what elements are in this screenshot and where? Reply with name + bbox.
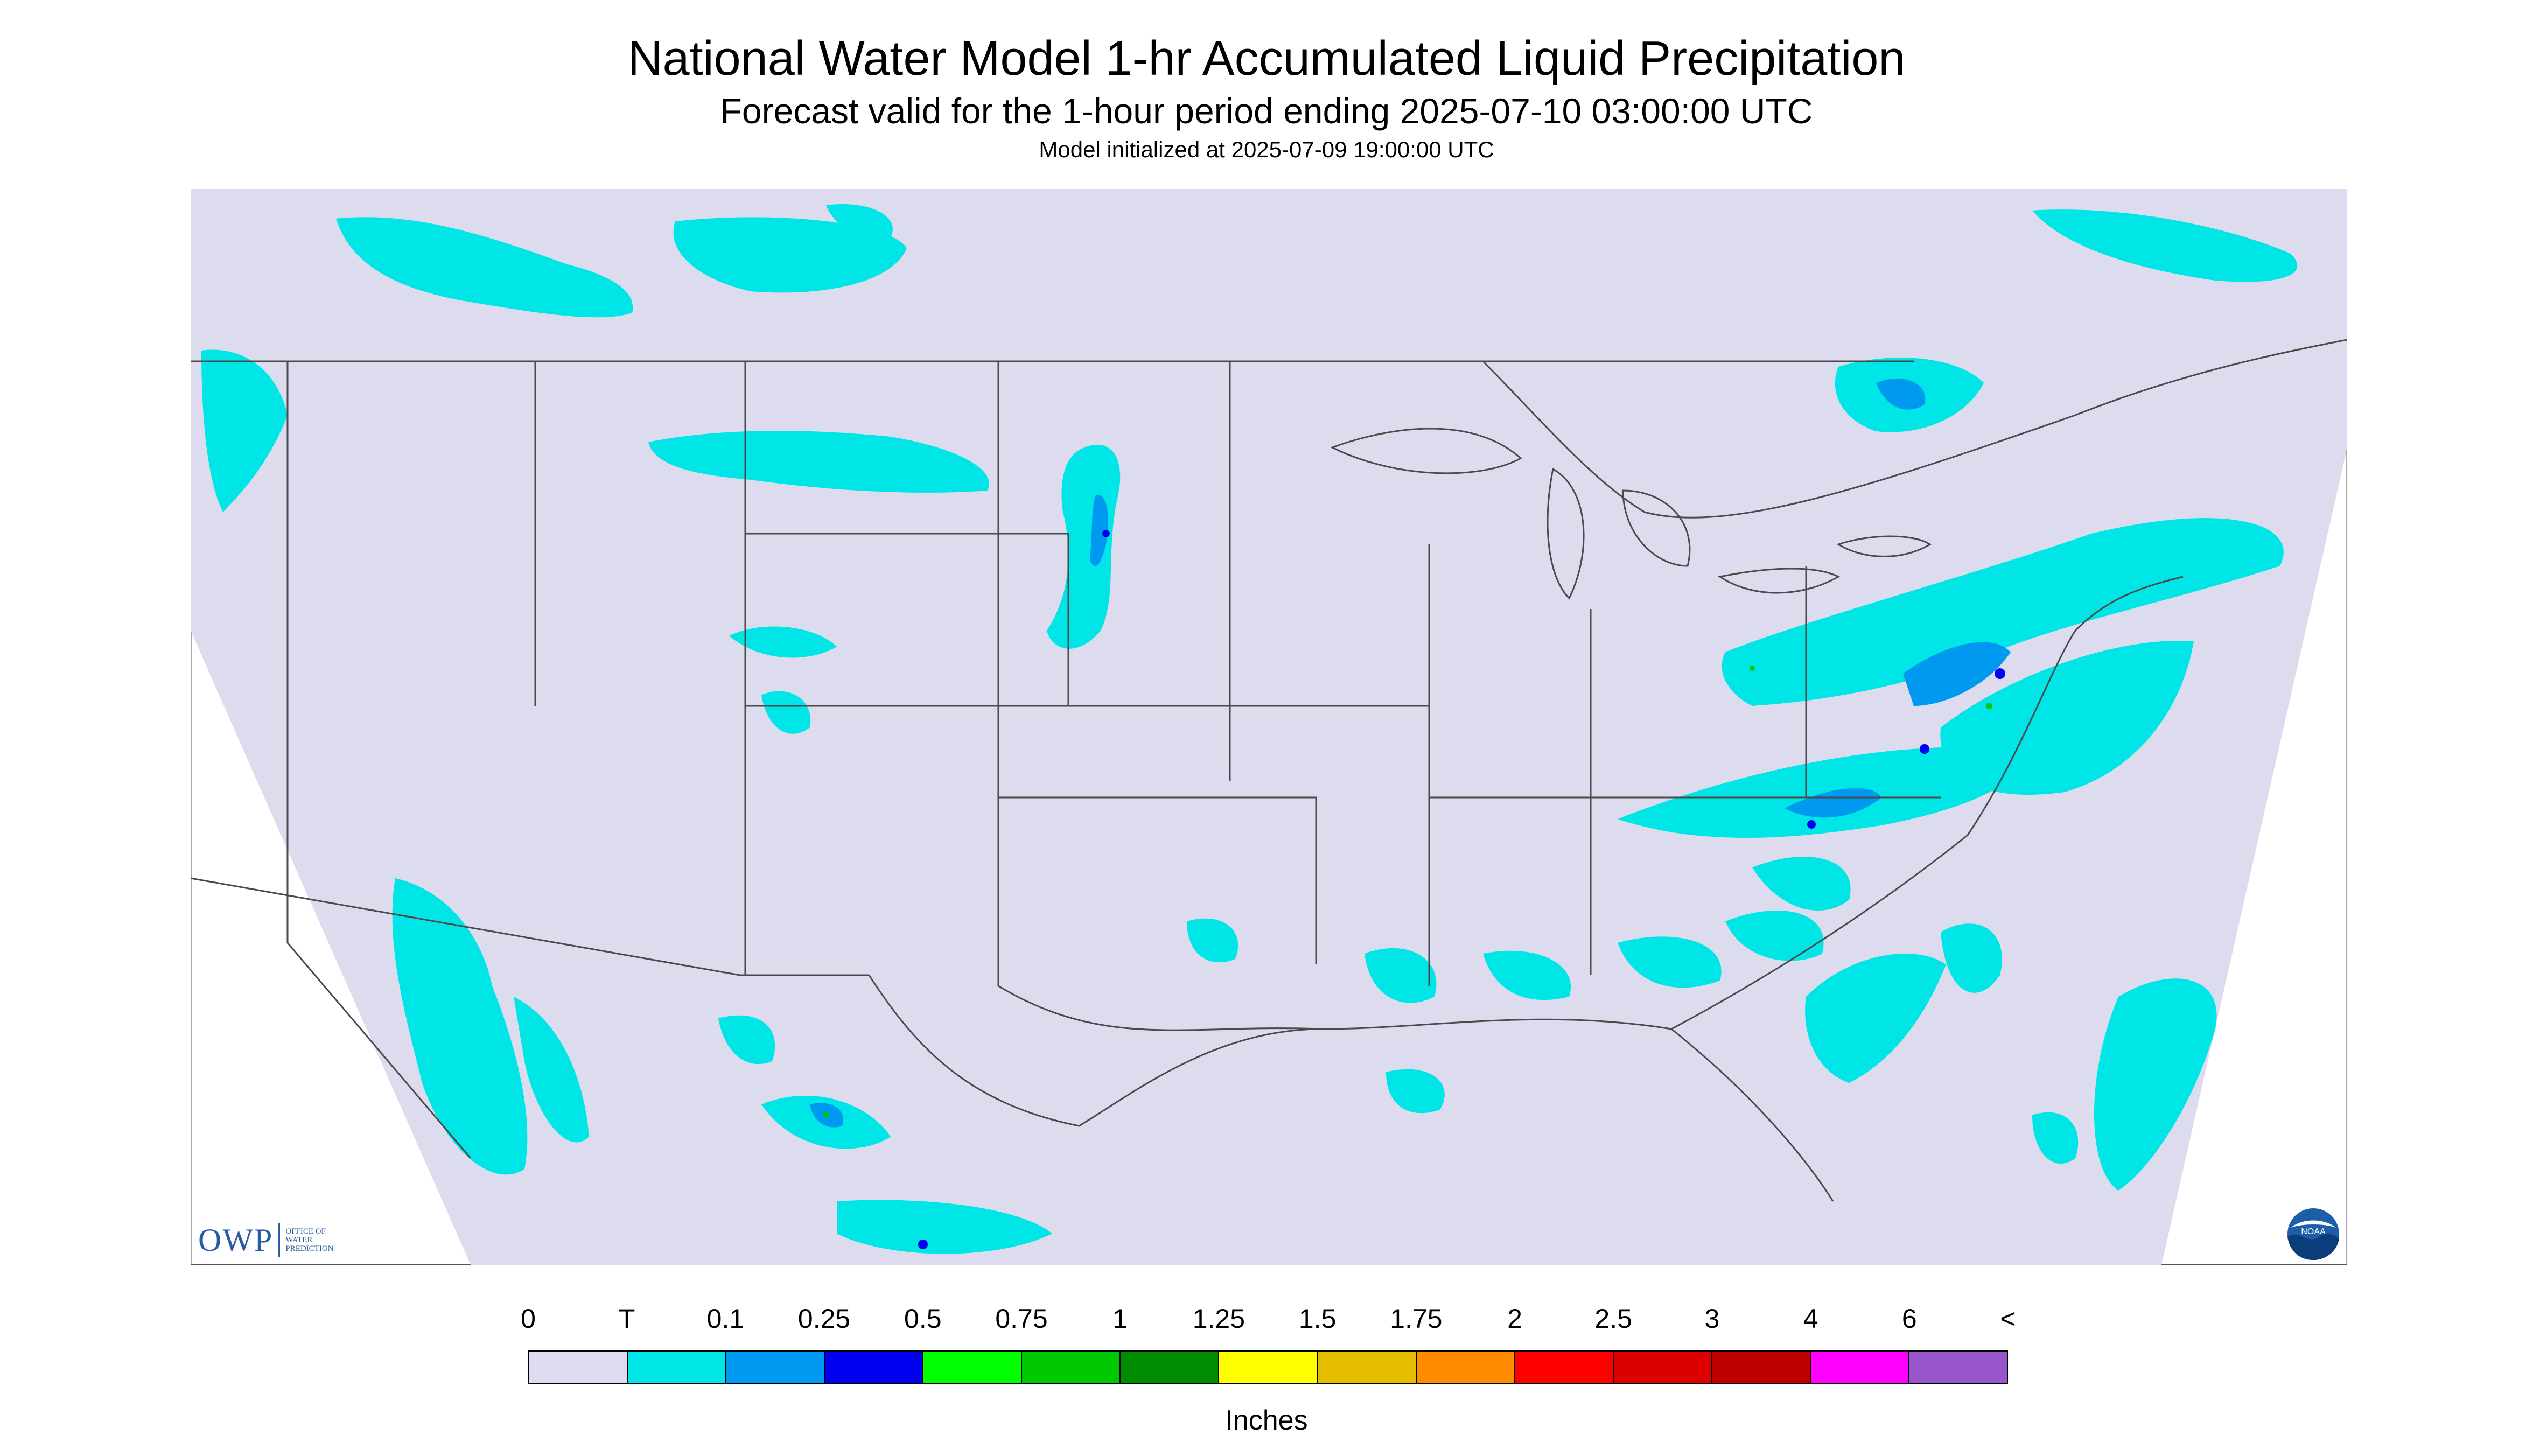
precipitation-map bbox=[191, 189, 2347, 1265]
colorbar-swatch bbox=[1121, 1352, 1220, 1383]
colorbar-tick-label: < bbox=[2000, 1304, 2016, 1334]
colorbar-swatch bbox=[628, 1352, 727, 1383]
owp-logo: OWP OFFICE OF WATER PREDICTION bbox=[198, 1221, 334, 1259]
colorbar bbox=[528, 1350, 2008, 1384]
colorbar-tick-label: 0.25 bbox=[797, 1304, 851, 1334]
boundary-lines bbox=[191, 339, 2347, 1202]
noaa-logo-icon: NOAA bbox=[2287, 1208, 2339, 1260]
precip-intense-cells bbox=[823, 666, 1992, 1118]
colorbar-tick-label: 6 bbox=[1901, 1304, 1917, 1334]
colorbar-swatch bbox=[726, 1352, 825, 1383]
map-subtitle: Forecast valid for the 1-hour period end… bbox=[720, 91, 1813, 131]
colorbar-tick-label: T bbox=[618, 1304, 635, 1334]
noaa-logo-text: NOAA bbox=[2301, 1227, 2326, 1236]
colorbar-tick-label: 0.5 bbox=[904, 1304, 942, 1334]
owp-logo-divider bbox=[278, 1223, 281, 1257]
colorbar-swatch bbox=[1613, 1352, 1712, 1383]
owp-logo-mark: OWP bbox=[198, 1222, 274, 1258]
colorbar-tick-label: 0 bbox=[521, 1304, 536, 1334]
precip-trace-areas bbox=[201, 204, 2298, 1254]
owp-line-3: PREDICTION bbox=[285, 1244, 334, 1253]
owp-line-1: OFFICE OF bbox=[285, 1227, 326, 1236]
model-init-line: Model initialized at 2025-07-09 19:00:00… bbox=[1039, 137, 1494, 162]
colorbar-swatch bbox=[1810, 1352, 1909, 1383]
colorbar-swatch bbox=[923, 1352, 1023, 1383]
colorbar-tick-label: 1 bbox=[1112, 1304, 1128, 1334]
owp-logo-text: OFFICE OF WATER PREDICTION bbox=[285, 1227, 333, 1253]
colorbar-tick-label: 1.5 bbox=[1298, 1304, 1337, 1334]
colorbar-tick-label: 0.75 bbox=[995, 1304, 1048, 1334]
colorbar-swatch bbox=[1515, 1352, 1614, 1383]
owp-line-2: WATER bbox=[285, 1236, 313, 1244]
colorbar-swatch bbox=[529, 1352, 628, 1383]
colorbar-tick-label: 2.5 bbox=[1594, 1304, 1632, 1334]
great-lakes bbox=[1330, 428, 1932, 600]
colorbar-tick-label: 3 bbox=[1704, 1304, 1720, 1334]
precip-light-areas bbox=[810, 379, 2011, 1128]
colorbar-swatch bbox=[1712, 1352, 1811, 1383]
colorbar-tick-label: 2 bbox=[1507, 1304, 1522, 1334]
colorbar-tick-label: 1.75 bbox=[1390, 1304, 1443, 1334]
colorbar-swatch bbox=[1022, 1352, 1121, 1383]
precip-heavy-cells bbox=[918, 530, 2005, 1249]
map-title: National Water Model 1-hr Accumulated Li… bbox=[627, 32, 1906, 86]
colorbar-units: Inches bbox=[1225, 1405, 1308, 1436]
colorbar-tick-label: 4 bbox=[1803, 1304, 1818, 1334]
colorbar-tick-label: 1.25 bbox=[1192, 1304, 1245, 1334]
colorbar-swatch bbox=[1219, 1352, 1318, 1383]
colorbar-swatch bbox=[1416, 1352, 1515, 1383]
colorbar-swatch bbox=[1318, 1352, 1417, 1383]
colorbar-tick-label: 0.1 bbox=[706, 1304, 745, 1334]
colorbar-swatch bbox=[1909, 1352, 2007, 1383]
colorbar-swatch bbox=[825, 1352, 924, 1383]
